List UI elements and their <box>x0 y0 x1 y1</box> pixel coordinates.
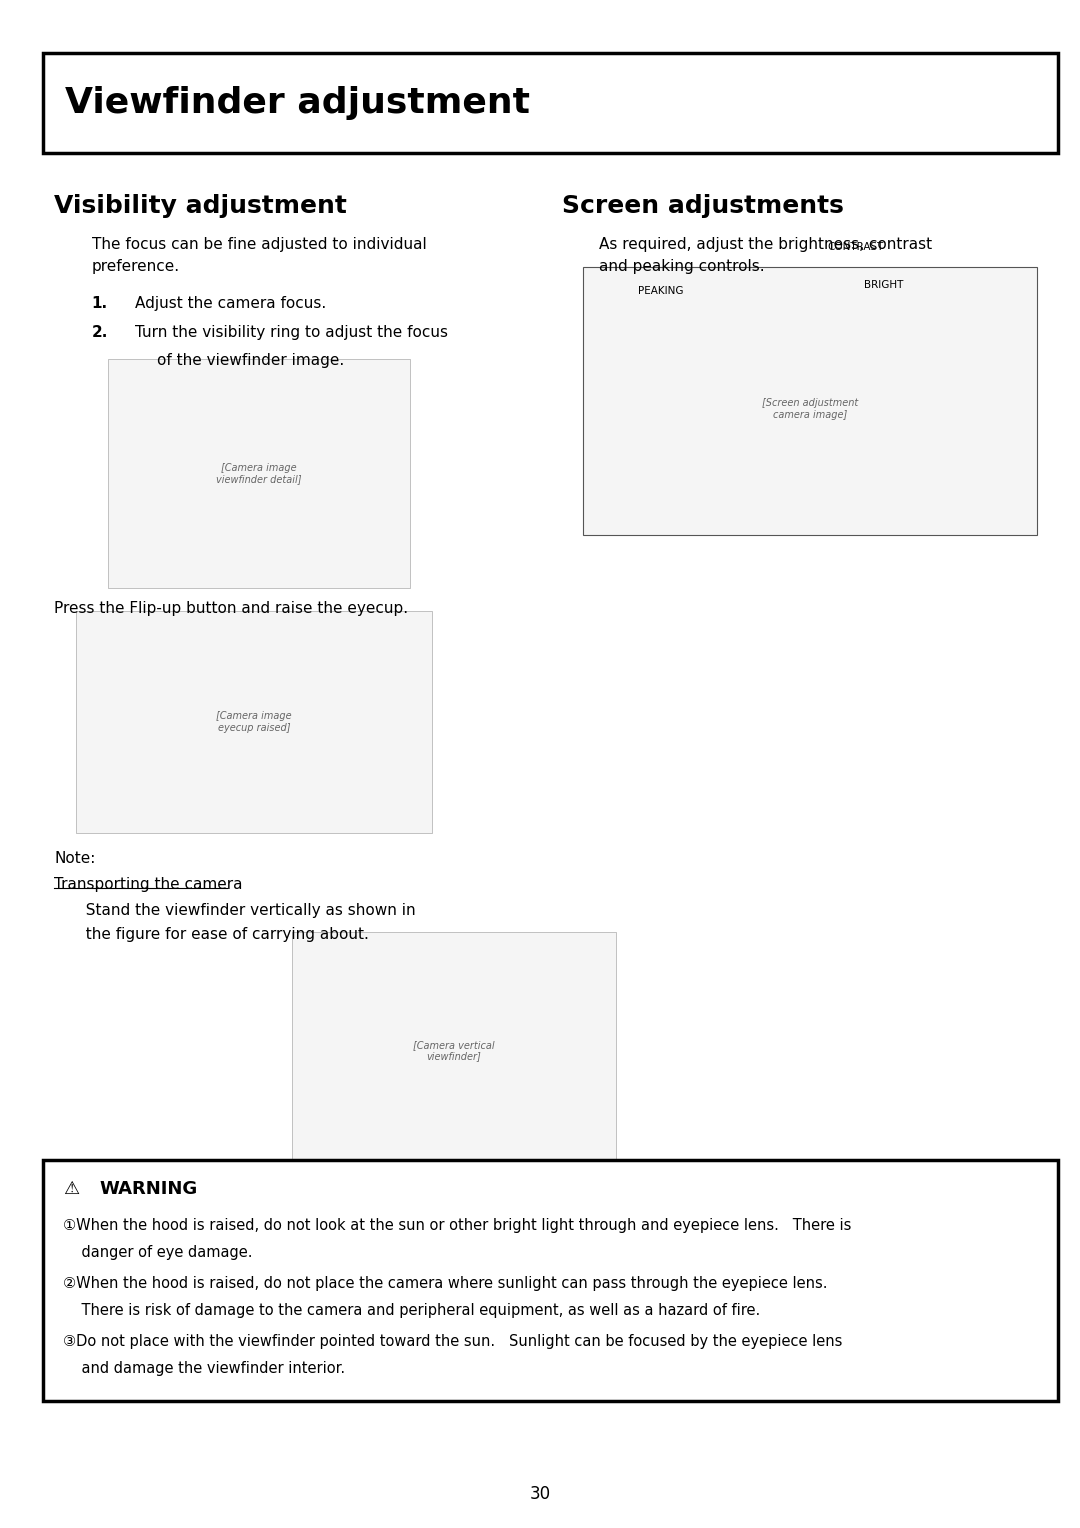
Text: [Camera vertical
viewfinder]: [Camera vertical viewfinder] <box>413 1039 495 1062</box>
FancyBboxPatch shape <box>108 359 410 588</box>
Text: danger of eye damage.: danger of eye damage. <box>63 1245 252 1261</box>
Text: Stand the viewfinder vertically as shown in: Stand the viewfinder vertically as shown… <box>76 903 415 918</box>
Text: BRIGHT: BRIGHT <box>864 280 904 290</box>
Text: Visibility adjustment: Visibility adjustment <box>54 194 347 219</box>
Text: Turn the visibility ring to adjust the focus: Turn the visibility ring to adjust the f… <box>135 325 448 341</box>
Text: of the viewfinder image.: of the viewfinder image. <box>157 353 343 368</box>
Text: Note:: Note: <box>54 851 95 866</box>
Text: and damage the viewfinder interior.: and damage the viewfinder interior. <box>63 1361 345 1377</box>
Text: 1.: 1. <box>92 296 108 312</box>
Text: [Camera image
eyecup raised]: [Camera image eyecup raised] <box>216 711 292 733</box>
Text: Adjust the camera focus.: Adjust the camera focus. <box>135 296 326 312</box>
Text: PEAKING: PEAKING <box>637 286 684 296</box>
Text: The focus can be fine adjusted to individual
preference.: The focus can be fine adjusted to indivi… <box>92 237 427 274</box>
Text: Press the Flip-up button and raise the eyecup.: Press the Flip-up button and raise the e… <box>54 601 408 616</box>
Text: ②When the hood is raised, do not place the camera where sunlight can pass throug: ②When the hood is raised, do not place t… <box>63 1276 827 1291</box>
Text: ③Do not place with the viewfinder pointed toward the sun.   Sunlight can be focu: ③Do not place with the viewfinder pointe… <box>63 1334 842 1349</box>
Text: 30: 30 <box>529 1485 551 1504</box>
Text: CONTRAST: CONTRAST <box>827 241 883 252</box>
FancyBboxPatch shape <box>43 53 1058 153</box>
Text: the figure for ease of carrying about.: the figure for ease of carrying about. <box>76 927 368 943</box>
Text: There is risk of damage to the camera and peripheral equipment, as well as a haz: There is risk of damage to the camera an… <box>63 1303 760 1319</box>
FancyBboxPatch shape <box>76 611 432 833</box>
Text: Viewfinder adjustment: Viewfinder adjustment <box>65 86 530 121</box>
Text: As required, adjust the brightness, contrast
and peaking controls.: As required, adjust the brightness, cont… <box>599 237 932 274</box>
Text: ①When the hood is raised, do not look at the sun or other bright light through a: ①When the hood is raised, do not look at… <box>63 1218 851 1233</box>
Text: Transporting the camera: Transporting the camera <box>54 877 243 892</box>
Text: Screen adjustments: Screen adjustments <box>562 194 843 219</box>
FancyBboxPatch shape <box>583 267 1037 535</box>
Text: 2.: 2. <box>92 325 108 341</box>
Text: [Camera image
viewfinder detail]: [Camera image viewfinder detail] <box>216 463 302 484</box>
FancyBboxPatch shape <box>292 932 616 1169</box>
Text: [Screen adjustment
camera image]: [Screen adjustment camera image] <box>761 397 859 420</box>
Text: ⚠: ⚠ <box>63 1180 79 1198</box>
FancyBboxPatch shape <box>43 1160 1058 1401</box>
Text: WARNING: WARNING <box>99 1180 198 1198</box>
